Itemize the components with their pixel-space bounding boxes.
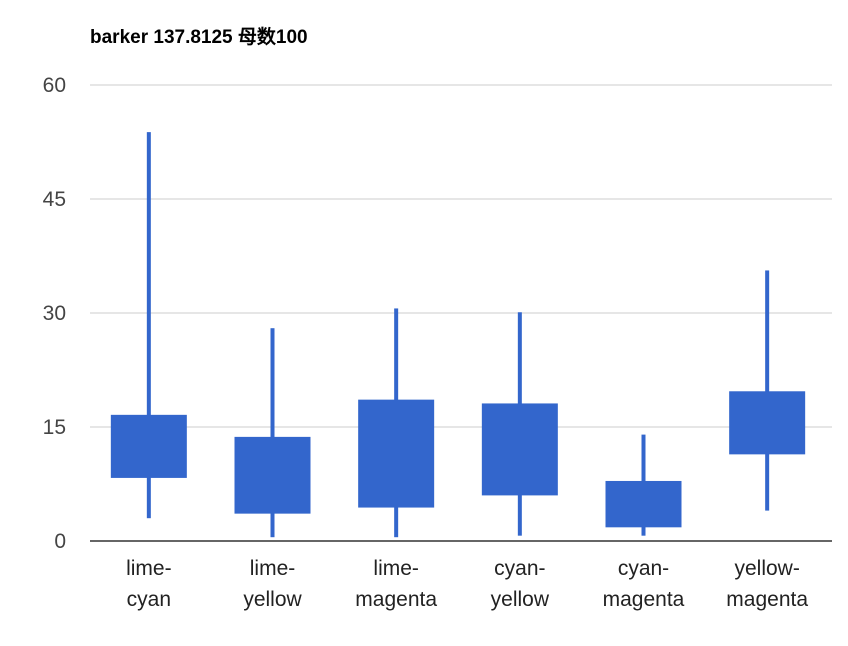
- x-category-label: cyan-: [618, 557, 669, 580]
- x-category-label: magenta: [603, 588, 685, 611]
- x-category-label: lime-: [250, 557, 296, 580]
- x-category-label: yellow: [243, 588, 302, 611]
- chart-title: barker 137.8125 母数100: [90, 27, 308, 48]
- candle-wick: [765, 270, 770, 511]
- candle-body: [234, 436, 311, 514]
- gridlines: [90, 84, 832, 428]
- x-category-label: lime-: [126, 557, 172, 580]
- candle-body: [729, 391, 806, 455]
- candle-body: [481, 403, 558, 496]
- candles: [110, 132, 806, 538]
- y-axis-ticks: 0 15 30 45 60: [43, 74, 66, 553]
- candle-body: [358, 399, 435, 508]
- candle-wick: [146, 132, 151, 519]
- x-category-label: magenta: [355, 588, 437, 611]
- candle-wick: [270, 328, 275, 538]
- x-category-label: magenta: [726, 588, 808, 611]
- x-category-label: cyan: [127, 588, 171, 611]
- x-category-label: cyan-: [494, 557, 545, 580]
- x-category-label: yellow-: [734, 557, 799, 580]
- candle-body: [110, 414, 187, 478]
- x-axis-labels: lime-cyan lime-yellow lime-magenta cyan-yel…: [126, 557, 808, 611]
- x-category-label: yellow: [491, 588, 550, 611]
- y-tick-label: 45: [43, 188, 66, 211]
- x-category-label: lime-: [373, 557, 419, 580]
- y-tick-label: 15: [43, 416, 66, 439]
- candle-body: [605, 480, 682, 528]
- y-tick-label: 60: [43, 74, 66, 97]
- y-tick-label: 0: [54, 530, 66, 553]
- y-tick-label: 30: [43, 302, 66, 325]
